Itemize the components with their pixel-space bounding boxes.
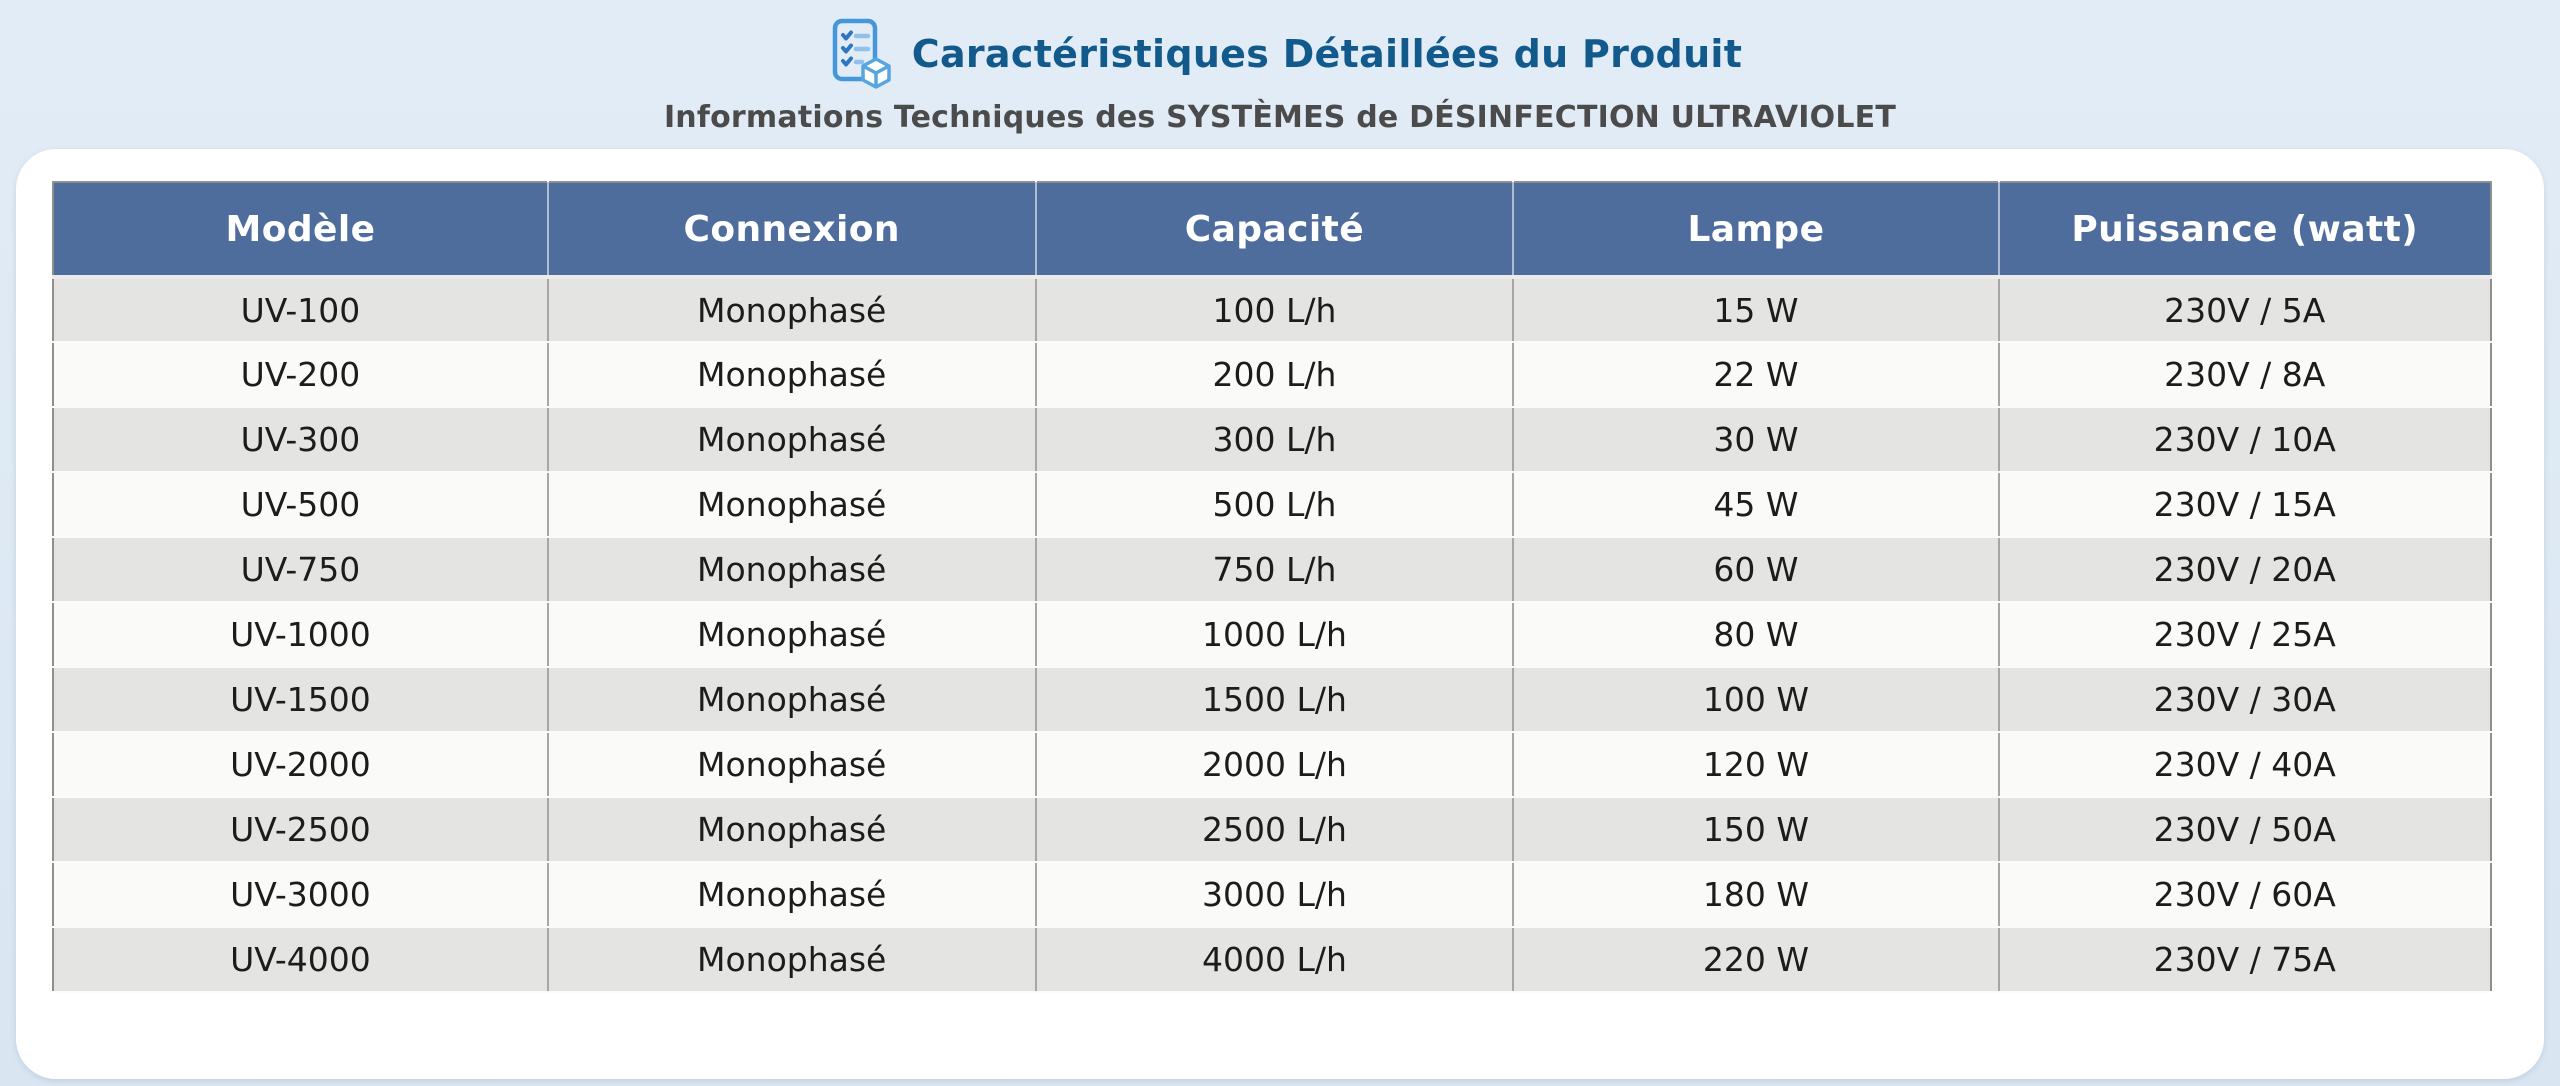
table-row: UV-2000 Monophasé 2000 L/h 120 W 230V / … — [53, 732, 2491, 798]
cell-model: UV-4000 — [53, 927, 549, 993]
table-row: UV-2500 Monophasé 2500 L/h 150 W 230V / … — [53, 797, 2491, 863]
cell-power: 230V / 5A — [1998, 277, 2491, 343]
cell-power: 230V / 40A — [1998, 732, 2491, 798]
cell-power: 230V / 8A — [1998, 342, 2491, 408]
cell-capacity: 500 L/h — [1035, 472, 1515, 538]
cell-connection: Monophasé — [547, 472, 1037, 538]
spec-table-header: Modèle Connexion Capacité Lampe Puissanc… — [53, 182, 2491, 279]
cell-power: 230V / 20A — [1998, 537, 2491, 603]
column-header-modele: Modèle — [53, 182, 549, 279]
cell-capacity: 2000 L/h — [1035, 732, 1515, 798]
cell-lamp: 150 W — [1513, 797, 2000, 863]
cell-connection: Monophasé — [547, 277, 1037, 343]
cell-model: UV-500 — [53, 472, 549, 538]
cell-power: 230V / 60A — [1998, 862, 2491, 928]
cell-power: 230V / 50A — [1998, 797, 2491, 863]
cell-connection: Monophasé — [547, 797, 1037, 863]
cell-lamp: 120 W — [1513, 732, 2000, 798]
table-row: UV-750 Monophasé 750 L/h 60 W 230V / 20A — [53, 537, 2491, 603]
title-row: Caractéristiques Détaillées du Produit — [0, 16, 2560, 92]
cell-lamp: 180 W — [1513, 862, 2000, 928]
cell-model: UV-1500 — [53, 667, 549, 733]
spec-table-body: UV-100 Monophasé 100 L/h 15 W 230V / 5A … — [53, 277, 2491, 993]
cell-connection: Monophasé — [547, 927, 1037, 993]
table-row: UV-4000 Monophasé 4000 L/h 220 W 230V / … — [53, 927, 2491, 993]
cell-model: UV-3000 — [53, 862, 549, 928]
column-header-capacite: Capacité — [1035, 182, 1515, 279]
table-row: UV-200 Monophasé 200 L/h 22 W 230V / 8A — [53, 342, 2491, 408]
cell-lamp: 45 W — [1513, 472, 2000, 538]
cell-power: 230V / 30A — [1998, 667, 2491, 733]
spec-table: Modèle Connexion Capacité Lampe Puissanc… — [52, 181, 2492, 993]
cell-capacity: 4000 L/h — [1035, 927, 1515, 993]
cell-capacity: 100 L/h — [1035, 277, 1515, 343]
cell-model: UV-1000 — [53, 602, 549, 668]
cell-lamp: 220 W — [1513, 927, 2000, 993]
page-title: Caractéristiques Détaillées du Produit — [911, 32, 1743, 76]
cell-lamp: 80 W — [1513, 602, 2000, 668]
page-subtitle: Informations Techniques des SYSTÈMES de … — [663, 100, 1897, 135]
table-row: UV-500 Monophasé 500 L/h 45 W 230V / 15A — [53, 472, 2491, 538]
cell-lamp: 100 W — [1513, 667, 2000, 733]
column-header-lampe: Lampe — [1513, 182, 2000, 279]
table-row: UV-3000 Monophasé 3000 L/h 180 W 230V / … — [53, 862, 2491, 928]
table-row: UV-100 Monophasé 100 L/h 15 W 230V / 5A — [53, 277, 2491, 343]
cell-connection: Monophasé — [547, 407, 1037, 473]
cell-model: UV-750 — [53, 537, 549, 603]
cell-lamp: 15 W — [1513, 277, 2000, 343]
cell-lamp: 60 W — [1513, 537, 2000, 603]
cell-connection: Monophasé — [547, 537, 1037, 603]
cell-capacity: 300 L/h — [1035, 407, 1515, 473]
header-row: Modèle Connexion Capacité Lampe Puissanc… — [53, 182, 2491, 279]
spec-card: Modèle Connexion Capacité Lampe Puissanc… — [16, 149, 2544, 1079]
cell-model: UV-200 — [53, 342, 549, 408]
cell-model: UV-2000 — [53, 732, 549, 798]
cell-model: UV-300 — [53, 407, 549, 473]
cell-power: 230V / 25A — [1998, 602, 2491, 668]
cell-connection: Monophasé — [547, 732, 1037, 798]
cell-connection: Monophasé — [547, 602, 1037, 668]
cell-connection: Monophasé — [547, 862, 1037, 928]
column-header-puissance: Puissance (watt) — [1998, 182, 2491, 279]
checklist-document-cube-icon — [818, 16, 894, 92]
cell-lamp: 22 W — [1513, 342, 2000, 408]
cell-capacity: 200 L/h — [1035, 342, 1515, 408]
cell-capacity: 1500 L/h — [1035, 667, 1515, 733]
cell-capacity: 1000 L/h — [1035, 602, 1515, 668]
cell-model: UV-100 — [53, 277, 549, 343]
cell-lamp: 30 W — [1513, 407, 2000, 473]
cell-power: 230V / 75A — [1998, 927, 2491, 993]
cell-capacity: 3000 L/h — [1035, 862, 1515, 928]
cell-capacity: 2500 L/h — [1035, 797, 1515, 863]
column-header-connexion: Connexion — [547, 182, 1037, 279]
table-row: UV-1500 Monophasé 1500 L/h 100 W 230V / … — [53, 667, 2491, 733]
cell-connection: Monophasé — [547, 342, 1037, 408]
cell-capacity: 750 L/h — [1035, 537, 1515, 603]
table-row: UV-1000 Monophasé 1000 L/h 80 W 230V / 2… — [53, 602, 2491, 668]
table-row: UV-300 Monophasé 300 L/h 30 W 230V / 10A — [53, 407, 2491, 473]
cell-model: UV-2500 — [53, 797, 549, 863]
page-header: Caractéristiques Détaillées du Produit I… — [0, 0, 2560, 135]
cell-connection: Monophasé — [547, 667, 1037, 733]
cell-power: 230V / 15A — [1998, 472, 2491, 538]
cell-power: 230V / 10A — [1998, 407, 2491, 473]
